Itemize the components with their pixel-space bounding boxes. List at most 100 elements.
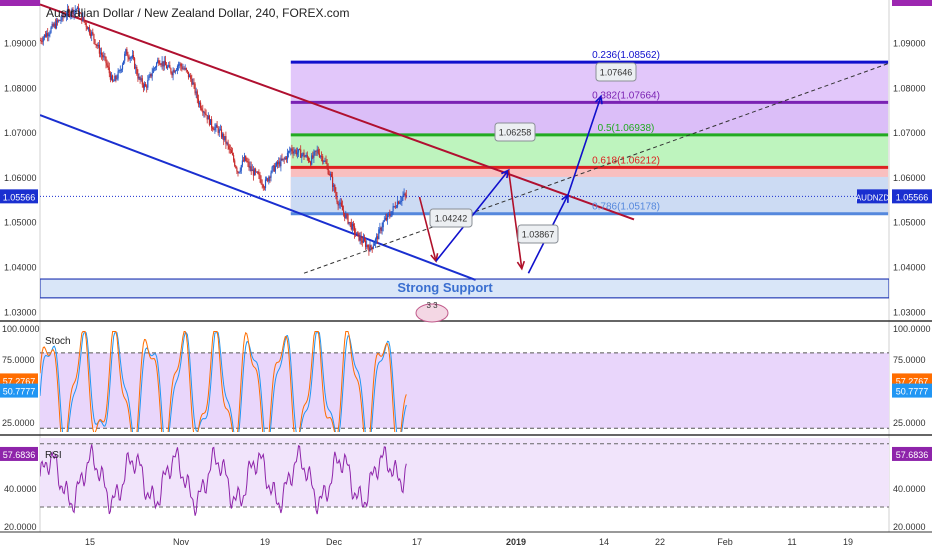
candle-body: [244, 155, 246, 162]
dashed-trendline: [303, 62, 889, 274]
candle-body: [256, 171, 258, 173]
candle-body: [149, 73, 151, 77]
candle-body: [189, 75, 191, 78]
candle-body: [312, 155, 314, 158]
candle-body: [251, 169, 253, 172]
x-tick-label: Dec: [326, 537, 343, 547]
candle-body: [145, 84, 147, 87]
price-callout-text: 1.07646: [600, 68, 633, 78]
candle-body: [301, 154, 303, 158]
candle-body: [187, 71, 190, 78]
stoch-y-tick-right: 25.0000: [893, 418, 926, 428]
candle-body: [318, 153, 320, 157]
candle-body: [228, 145, 230, 150]
candle-body: [112, 75, 114, 82]
candle-body: [215, 124, 217, 128]
candle-body: [61, 14, 63, 20]
candle-body: [170, 68, 172, 73]
candle-body: [65, 15, 67, 17]
candle-body: [104, 56, 106, 58]
candle-body: [300, 149, 302, 158]
candle-body: [157, 60, 159, 64]
stoch-y-tick-left: 25.0000: [2, 418, 35, 428]
candle-body: [98, 44, 100, 54]
candle-body: [293, 151, 295, 154]
candle-body: [190, 75, 192, 79]
candle-body: [212, 127, 214, 130]
candle-body: [66, 9, 69, 16]
candle-body: [295, 150, 297, 155]
candle-body: [330, 174, 333, 177]
candle-body: [142, 84, 144, 88]
candle-body: [191, 78, 193, 85]
candle-body: [283, 158, 285, 160]
candle-body: [405, 195, 407, 197]
candle-body: [368, 247, 370, 252]
x-tick-label: Feb: [717, 537, 733, 547]
stoch-value-text-left: 57.2767: [3, 376, 36, 386]
candle-body: [53, 23, 55, 27]
candle-body: [280, 158, 282, 167]
candle-body: [203, 112, 205, 114]
candle-body: [220, 129, 223, 138]
x-tick-label: 15: [85, 537, 95, 547]
rsi-y-tick-left: 40.0000: [4, 484, 37, 494]
candle-body: [222, 134, 224, 138]
candle-body: [193, 82, 195, 84]
candle-body: [85, 22, 87, 27]
candle-body: [310, 161, 312, 165]
x-tick-label: 17: [412, 537, 422, 547]
candle-body: [267, 178, 269, 182]
candle-body: [52, 24, 54, 27]
candle-body: [277, 162, 279, 165]
stoch-value-badge-right: [892, 383, 932, 398]
candle-body: [206, 115, 208, 120]
candle-body: [262, 184, 264, 188]
candle-body: [341, 205, 344, 211]
candle-body: [338, 203, 340, 206]
candle-body: [304, 156, 306, 158]
candle-body: [269, 176, 271, 178]
candle-body: [261, 183, 263, 185]
x-tick-label: 2019: [506, 537, 526, 547]
candle-body: [192, 82, 194, 85]
candle-body: [183, 68, 185, 70]
y-tick-right: 1.06000: [893, 173, 926, 183]
candle-body: [242, 160, 245, 162]
candle-body: [248, 162, 250, 168]
candle-body: [257, 171, 259, 174]
channel-lower-line: [40, 114, 476, 281]
candle-body: [231, 153, 234, 156]
candle-body: [403, 193, 405, 196]
candle-body: [225, 136, 227, 144]
candle-body: [126, 49, 128, 56]
candle-body: [91, 32, 93, 37]
right-corner-marker: [892, 0, 932, 6]
candle-body: [158, 60, 160, 64]
candle-body: [284, 157, 286, 160]
candle-body: [249, 166, 251, 168]
candle-body: [116, 78, 118, 80]
axes: 1.09000 1.09000 1.08000 1.08000 1.07000 1.070…: [0, 39, 932, 547]
candle-body: [211, 119, 213, 128]
candle-body: [227, 142, 229, 146]
candle-body: [336, 196, 338, 203]
candle-body: [154, 67, 157, 68]
rsi-band-fill: [40, 438, 889, 508]
candle-body: [119, 70, 121, 72]
rsi-y-tick-right: 40.0000: [893, 484, 926, 494]
candle-body: [343, 210, 345, 214]
candle-body: [282, 158, 284, 160]
candle-body: [289, 150, 291, 152]
fib-level-label: 0.382(1.07664): [592, 90, 660, 101]
candle-body: [176, 66, 179, 70]
candle-body: [41, 41, 43, 43]
candle-body: [328, 174, 330, 176]
candle-body: [238, 172, 240, 173]
candle-body: [388, 214, 390, 215]
candle-body: [127, 55, 129, 58]
fib-level-label: 0.786(1.05178): [592, 202, 660, 213]
candle-body: [363, 238, 366, 242]
candle-body: [367, 244, 369, 248]
